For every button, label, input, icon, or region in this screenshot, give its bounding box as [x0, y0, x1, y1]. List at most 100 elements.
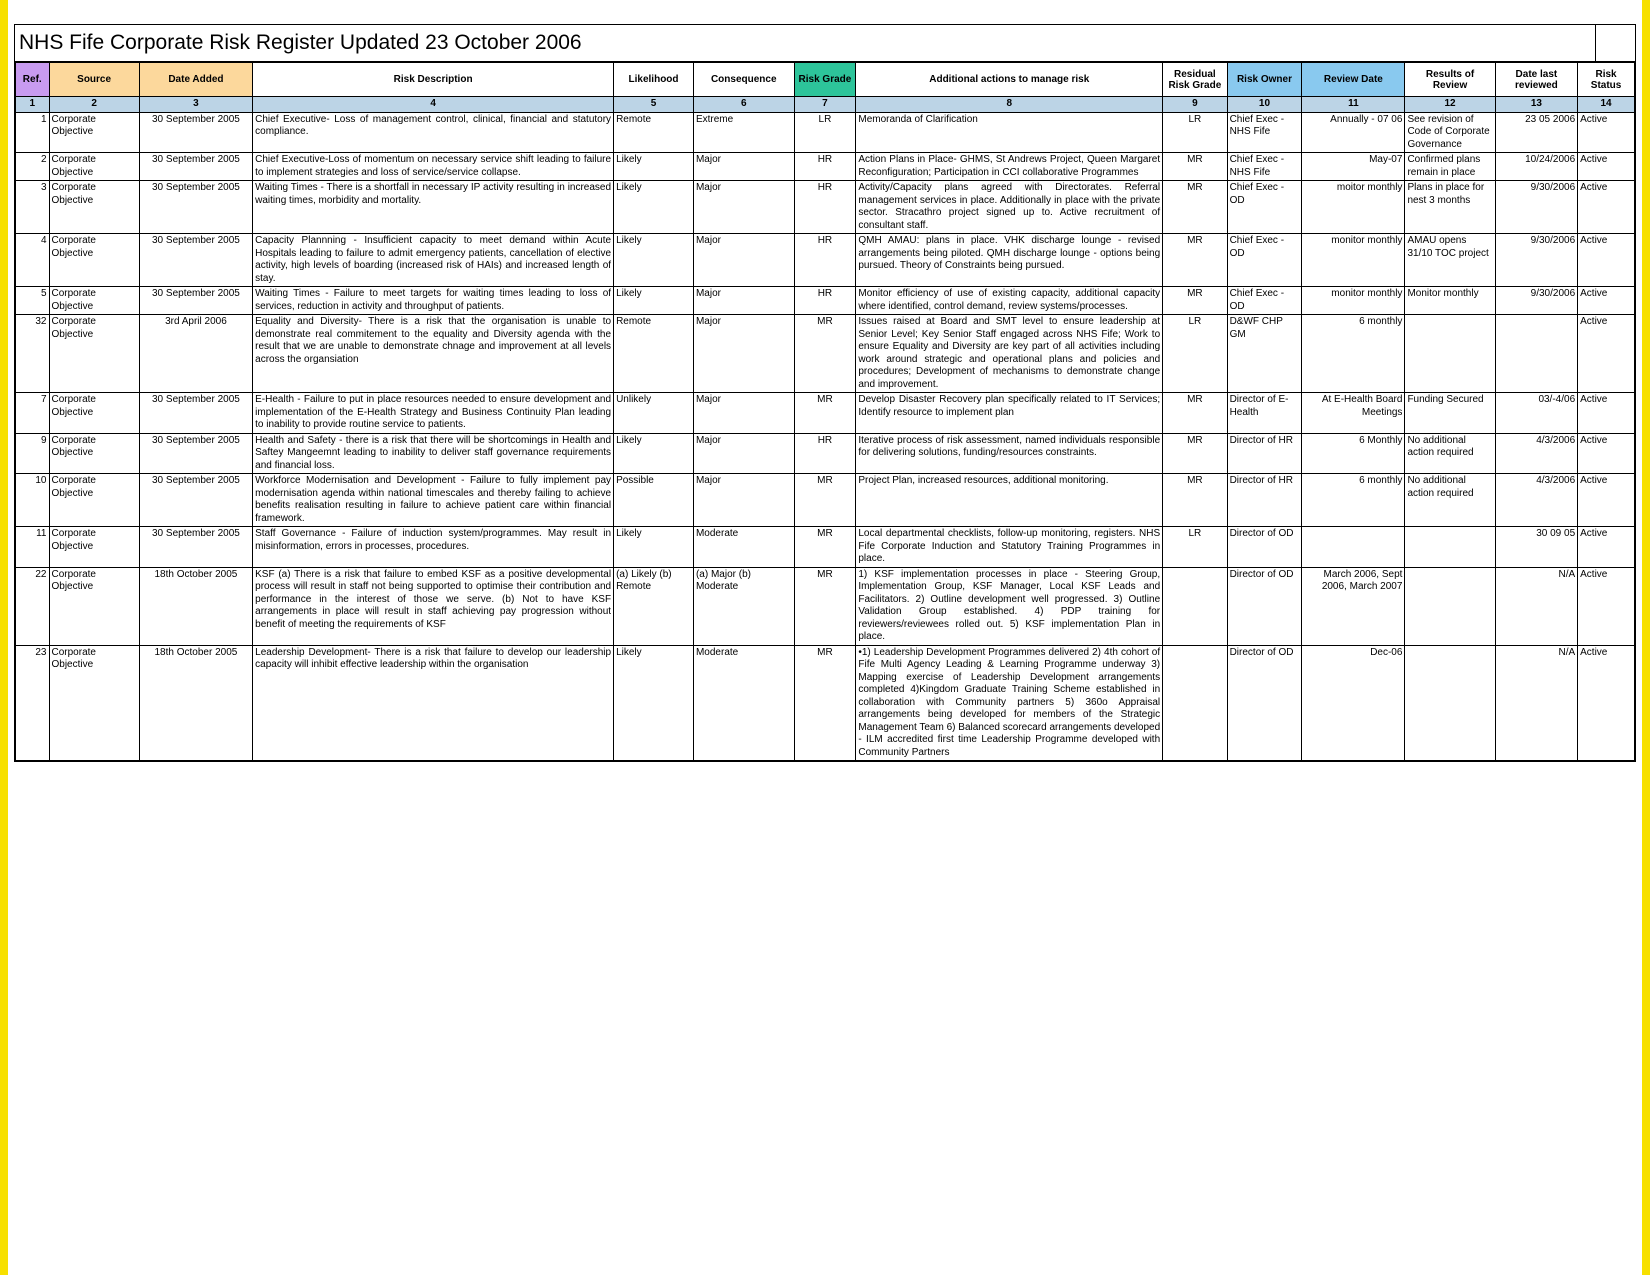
- table-row: 11Corporate Objective30 September 2005St…: [16, 527, 1635, 568]
- cell-results: [1405, 567, 1495, 645]
- cell-consequence: Major: [693, 287, 794, 315]
- cell-risk-description: E-Health - Failure to put in place resou…: [253, 393, 614, 434]
- title-spacer: [1595, 25, 1635, 61]
- cell-risk-status: Active: [1578, 433, 1635, 474]
- cell-date-last: N/A: [1495, 645, 1577, 761]
- cell-actions: Local departmental checklists, follow-up…: [856, 527, 1163, 568]
- cell-results: Funding Secured: [1405, 393, 1495, 434]
- cell-risk-status: Active: [1578, 287, 1635, 315]
- cell-date-added: 30 September 2005: [139, 287, 252, 315]
- column-number: 13: [1495, 97, 1577, 113]
- cell-source: Corporate Objective: [49, 527, 139, 568]
- cell-actions: Monitor efficiency of use of existing ca…: [856, 287, 1163, 315]
- cell-source: Corporate Objective: [49, 315, 139, 393]
- cell-source: Corporate Objective: [49, 393, 139, 434]
- cell-ref: 23: [16, 645, 50, 761]
- cell-ref: 9: [16, 433, 50, 474]
- cell-date-last: 9/30/2006: [1495, 234, 1577, 287]
- cell-risk-grade: MR: [794, 315, 856, 393]
- cell-consequence: Major: [693, 315, 794, 393]
- cell-risk-description: Capacity Plannning - Insufficient capaci…: [253, 234, 614, 287]
- cell-risk-owner: Chief Exec - NHS Fife: [1227, 112, 1302, 153]
- cell-actions: Memoranda of Clarification: [856, 112, 1163, 153]
- cell-consequence: Extreme: [693, 112, 794, 153]
- cell-review-date: 6 monthly: [1302, 315, 1405, 393]
- cell-review-date: At E-Health Board Meetings: [1302, 393, 1405, 434]
- cell-actions: Project Plan, increased resources, addit…: [856, 474, 1163, 527]
- cell-date-last: 10/24/2006: [1495, 153, 1577, 181]
- cell-likelihood: Likely: [614, 433, 694, 474]
- cell-actions: QMH AMAU: plans in place. VHK discharge …: [856, 234, 1163, 287]
- cell-risk-status: Active: [1578, 315, 1635, 393]
- cell-review-date: May-07: [1302, 153, 1405, 181]
- cell-risk-status: Active: [1578, 393, 1635, 434]
- cell-risk-grade: MR: [794, 393, 856, 434]
- cell-risk-grade: MR: [794, 527, 856, 568]
- cell-date-last: 9/30/2006: [1495, 181, 1577, 234]
- cell-actions: Action Plans in Place- GHMS, St Andrews …: [856, 153, 1163, 181]
- cell-date-added: 3rd April 2006: [139, 315, 252, 393]
- cell-source: Corporate Objective: [49, 474, 139, 527]
- cell-risk-grade: HR: [794, 153, 856, 181]
- cell-residual-grade: MR: [1163, 433, 1227, 474]
- cell-risk-description: Chief Executive- Loss of management cont…: [253, 112, 614, 153]
- cell-likelihood: Likely: [614, 234, 694, 287]
- table-row: 22Corporate Objective18th October 2005KS…: [16, 567, 1635, 645]
- cell-residual-grade: MR: [1163, 393, 1227, 434]
- table-row: 5Corporate Objective30 September 2005Wai…: [16, 287, 1635, 315]
- cell-risk-grade: HR: [794, 287, 856, 315]
- column-number: 10: [1227, 97, 1302, 113]
- risk-register-table: Ref. Source Date Added Risk Description …: [15, 62, 1635, 761]
- cell-date-added: 30 September 2005: [139, 112, 252, 153]
- cell-likelihood: Remote: [614, 112, 694, 153]
- title-row: NHS Fife Corporate Risk Register Updated…: [15, 25, 1635, 62]
- column-number: 1: [16, 97, 50, 113]
- cell-results: No additional action required: [1405, 474, 1495, 527]
- cell-risk-description: Staff Governance - Failure of induction …: [253, 527, 614, 568]
- cell-risk-status: Active: [1578, 112, 1635, 153]
- col-header-date-added: Date Added: [139, 63, 252, 97]
- cell-date-last: 4/3/2006: [1495, 474, 1577, 527]
- cell-risk-owner: Director of HR: [1227, 474, 1302, 527]
- cell-risk-owner: Director of E-Health: [1227, 393, 1302, 434]
- cell-risk-grade: LR: [794, 112, 856, 153]
- cell-review-date: monitor monthly: [1302, 234, 1405, 287]
- cell-risk-description: KSF (a) There is a risk that failure to …: [253, 567, 614, 645]
- col-header-status: Risk Status: [1578, 63, 1635, 97]
- cell-actions: Develop Disaster Recovery plan specifica…: [856, 393, 1163, 434]
- cell-residual-grade: [1163, 567, 1227, 645]
- col-header-consequence: Consequence: [693, 63, 794, 97]
- cell-risk-owner: Chief Exec - OD: [1227, 287, 1302, 315]
- left-border: [0, 0, 8, 1275]
- cell-ref: 2: [16, 153, 50, 181]
- column-number: 3: [139, 97, 252, 113]
- cell-review-date: 6 monthly: [1302, 474, 1405, 527]
- cell-actions: Issues raised at Board and SMT level to …: [856, 315, 1163, 393]
- cell-source: Corporate Objective: [49, 567, 139, 645]
- cell-source: Corporate Objective: [49, 645, 139, 761]
- cell-actions: •1) Leadership Development Programmes de…: [856, 645, 1163, 761]
- column-number: 11: [1302, 97, 1405, 113]
- cell-consequence: Moderate: [693, 527, 794, 568]
- cell-consequence: Major: [693, 474, 794, 527]
- col-header-ref: Ref.: [16, 63, 50, 97]
- cell-risk-status: Active: [1578, 567, 1635, 645]
- cell-residual-grade: MR: [1163, 474, 1227, 527]
- table-body: 12345678910111213141Corporate Objective3…: [16, 97, 1635, 761]
- cell-consequence: Major: [693, 181, 794, 234]
- cell-review-date: Dec-06: [1302, 645, 1405, 761]
- cell-risk-status: Active: [1578, 153, 1635, 181]
- cell-likelihood: Likely: [614, 181, 694, 234]
- cell-date-added: 30 September 2005: [139, 181, 252, 234]
- cell-ref: 3: [16, 181, 50, 234]
- cell-results: AMAU opens 31/10 TOC project: [1405, 234, 1495, 287]
- cell-ref: 5: [16, 287, 50, 315]
- cell-date-last: 9/30/2006: [1495, 287, 1577, 315]
- cell-date-last: 23 05 2006: [1495, 112, 1577, 153]
- cell-risk-owner: D&WF CHP GM: [1227, 315, 1302, 393]
- cell-risk-status: Active: [1578, 645, 1635, 761]
- cell-consequence: (a) Major (b) Moderate: [693, 567, 794, 645]
- col-header-owner: Risk Owner: [1227, 63, 1302, 97]
- cell-actions: Iterative process of risk assessment, na…: [856, 433, 1163, 474]
- cell-residual-grade: MR: [1163, 153, 1227, 181]
